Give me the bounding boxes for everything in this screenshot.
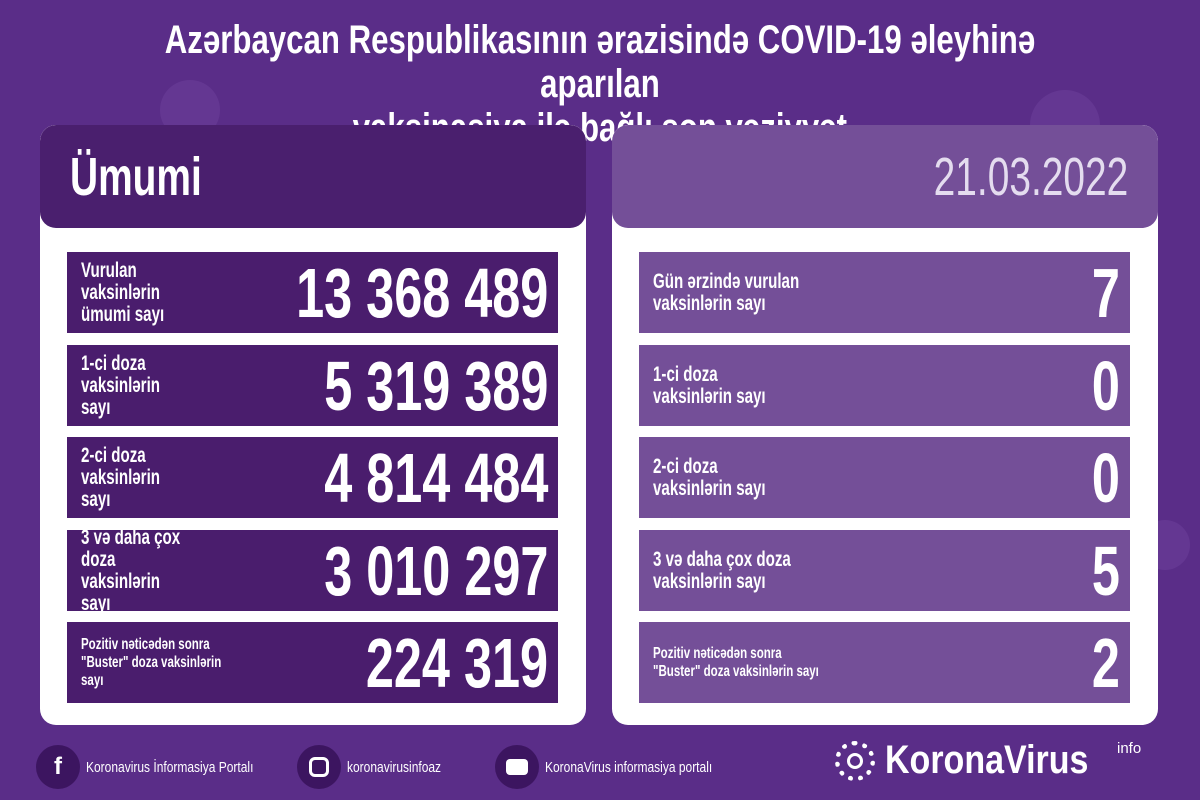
stat-row: 2-ci doza vaksinlərin sayı 4 814 484 [67,437,558,518]
stat-row: 1-ci doza vaksinlərin sayı 0 [639,345,1130,426]
footer: f Koronavirus İnformasiya Portalı koronav… [36,742,776,792]
daily-card: 21.03.2022 Gün ərzində vurulan vaksinlər… [612,125,1158,725]
stat-row: Pozitiv nəticədən sonra "Buster" doza va… [67,622,558,703]
youtube-icon [494,745,539,789]
stat-row: 1-ci doza vaksinlərin sayı 5 319 389 [67,345,558,426]
facebook-icon: f [36,745,80,789]
stat-row: Vurulan vaksinlərin ümumi sayı 13 368 489 [67,252,558,333]
stat-row: 3 və daha çox doza vaksinlərin sayı 5 [639,530,1130,611]
instagram-link[interactable]: koronavirusinfoaz [297,745,465,789]
facebook-link[interactable]: f Koronavirus İnformasiya Portalı [36,745,295,789]
sun-icon [835,740,875,781]
stat-row: 3 və daha çox doza vaksinlərin sayı 3 010… [67,526,558,614]
date: 21.03.2022 [933,147,1128,207]
total-card: Ümumi Vurulan vaksinlərin ümumi sayı 13 3… [40,125,586,725]
stat-row: 2-ci doza vaksinlərin sayı 0 [639,437,1130,518]
koronavirus-logo: KoronaVirus info [835,738,1141,783]
total-heading: Ümumi [70,147,202,207]
instagram-icon [297,745,342,789]
stat-row: Pozitiv nəticədən sonra "Buster" doza va… [639,622,1130,703]
stat-row: Gün ərzində vurulan vaksinlərin sayı 7 [639,252,1130,333]
youtube-link[interactable]: KoronaVirus informasiya portalı [494,745,754,789]
